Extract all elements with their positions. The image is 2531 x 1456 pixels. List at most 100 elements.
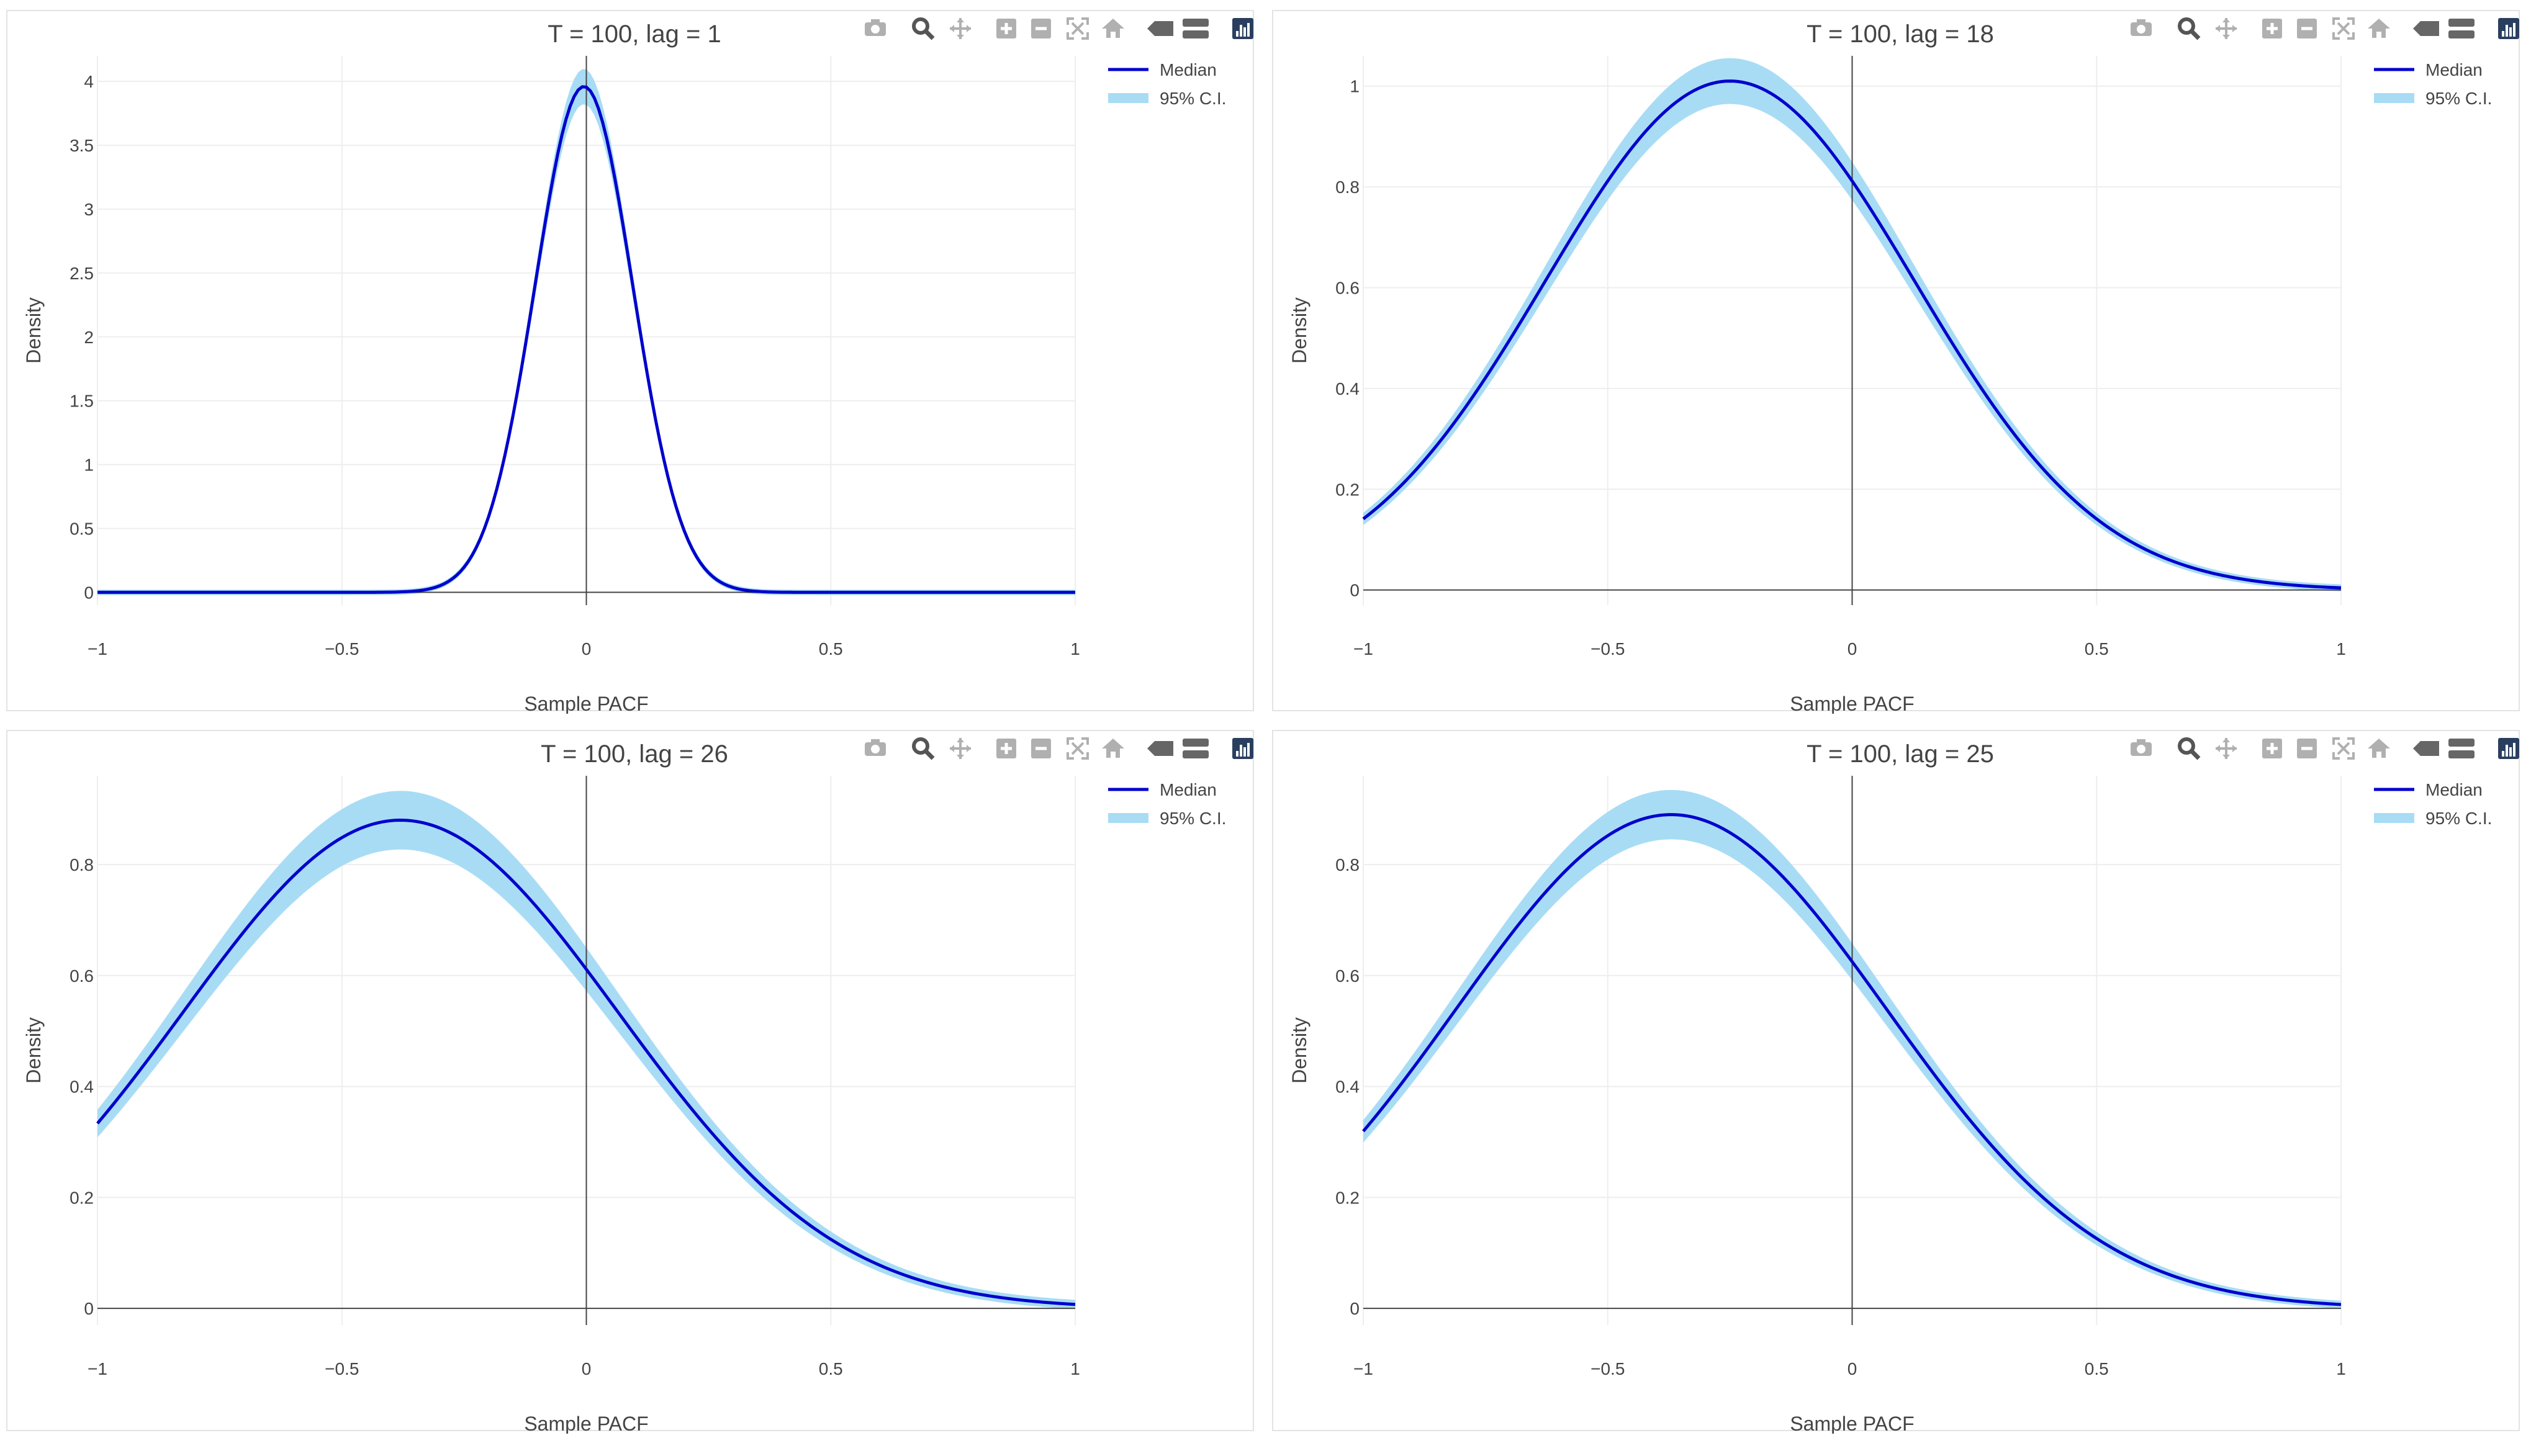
pan-icon[interactable] bbox=[2216, 18, 2237, 39]
pan-icon[interactable] bbox=[2216, 738, 2237, 759]
y-tick-label: 1.5 bbox=[70, 392, 94, 411]
legend[interactable]: Median 95% C.I. bbox=[1108, 780, 1226, 828]
hover-compare-icon[interactable] bbox=[1183, 739, 1209, 758]
zoom-in-icon[interactable] bbox=[996, 739, 1016, 758]
legend[interactable]: Median 95% C.I. bbox=[1108, 60, 1226, 108]
zoom-in-icon[interactable] bbox=[2262, 739, 2282, 758]
x-tick-label: 0 bbox=[582, 1359, 592, 1378]
zoom-out-icon[interactable] bbox=[1031, 19, 1051, 38]
pan-icon[interactable] bbox=[950, 18, 971, 39]
camera-icon[interactable] bbox=[2131, 19, 2152, 36]
y-tick-label: 0 bbox=[1350, 581, 1360, 600]
hover-compare-icon[interactable] bbox=[1183, 19, 1209, 38]
x-tick-label: −1 bbox=[88, 1359, 107, 1378]
median-line bbox=[96, 819, 1076, 1306]
zoom-icon[interactable] bbox=[2178, 737, 2201, 760]
camera-icon[interactable] bbox=[2131, 739, 2152, 756]
pan-icon[interactable] bbox=[950, 738, 971, 759]
y-tick-label: 0.2 bbox=[1335, 1188, 1360, 1207]
home-icon[interactable] bbox=[1102, 739, 1124, 758]
legend[interactable]: Median 95% C.I. bbox=[2374, 780, 2492, 828]
y-tick-label: 0 bbox=[84, 583, 94, 602]
plotly-logo-icon[interactable] bbox=[1232, 18, 1253, 39]
chart-panel-lag-1: −1 −0.5 0 0.5 1 0 0.5 1 1.5 2 2.5 3 3.5 4 Sample PACF D… bbox=[0, 0, 1256, 714]
hover-compare-icon[interactable] bbox=[2448, 739, 2475, 758]
camera-icon[interactable] bbox=[865, 739, 886, 756]
chart-panel-lag-26: −1 −0.5 0 0.5 1 0 0.2 0.4 0.6 0.8 Sample PACF Densi… bbox=[0, 720, 1256, 1434]
zoom-in-icon[interactable] bbox=[2262, 19, 2282, 38]
x-tick-label: 0 bbox=[582, 639, 592, 658]
home-icon[interactable] bbox=[2368, 19, 2390, 38]
panel-frame bbox=[1272, 10, 2520, 711]
x-tick-label: 1 bbox=[2336, 1359, 2346, 1378]
y-tick-label: 0 bbox=[84, 1299, 94, 1318]
autoscale-icon[interactable] bbox=[1067, 17, 1089, 40]
zoom-icon[interactable] bbox=[912, 17, 935, 40]
x-tick-label: 1 bbox=[2336, 639, 2346, 658]
hover-closest-icon[interactable] bbox=[1147, 21, 1173, 36]
median-line bbox=[97, 85, 1075, 594]
plotly-logo-icon[interactable] bbox=[1232, 738, 1253, 759]
y-tick-label: 0.2 bbox=[70, 1188, 94, 1207]
x-tick-label: 0 bbox=[1847, 639, 1857, 658]
y-tick-label: 3.5 bbox=[70, 136, 94, 155]
home-icon[interactable] bbox=[1102, 19, 1124, 38]
modebar bbox=[865, 737, 1253, 760]
y-tick-label: 0.4 bbox=[1335, 1077, 1360, 1097]
plotly-logo-icon[interactable] bbox=[2498, 738, 2519, 759]
legend-label-median: Median bbox=[1160, 780, 1217, 799]
y-axis-label: Density bbox=[22, 297, 45, 364]
median-line bbox=[1362, 79, 2342, 590]
y-axis-label: Density bbox=[1288, 297, 1311, 364]
y-tick-label: 4 bbox=[84, 72, 94, 91]
zoom-out-icon[interactable] bbox=[2297, 19, 2317, 38]
zoom-icon[interactable] bbox=[912, 737, 935, 760]
x-tick-label: −0.5 bbox=[1590, 1359, 1625, 1378]
x-tick-label: −0.5 bbox=[1590, 639, 1625, 658]
hover-closest-icon[interactable] bbox=[1147, 741, 1173, 756]
y-tick-label: 1 bbox=[1350, 77, 1360, 96]
x-tick-label: 0.5 bbox=[819, 1359, 843, 1378]
plot-area[interactable]: −1 −0.5 0 0.5 1 0 0.5 1 1.5 2 2.5 3 3.5 4 Sample PACF D… bbox=[0, 0, 1256, 714]
x-tick-label: −1 bbox=[1353, 639, 1373, 658]
home-icon[interactable] bbox=[2368, 739, 2390, 758]
legend-label-median: Median bbox=[2425, 60, 2483, 79]
y-tick-label: 0.2 bbox=[1335, 480, 1360, 499]
x-axis-label: Sample PACF bbox=[524, 1413, 648, 1434]
y-tick-label: 3 bbox=[84, 200, 94, 219]
x-axis-label: Sample PACF bbox=[1790, 693, 1914, 714]
x-axis-label: Sample PACF bbox=[524, 693, 648, 714]
x-tick-label: 0.5 bbox=[2085, 1359, 2109, 1378]
autoscale-icon[interactable] bbox=[2332, 737, 2355, 760]
legend[interactable]: Median 95% C.I. bbox=[2374, 60, 2492, 108]
chart-title: T = 100, lag = 1 bbox=[548, 20, 721, 48]
autoscale-icon[interactable] bbox=[2332, 17, 2355, 40]
autoscale-icon[interactable] bbox=[1067, 737, 1089, 760]
legend-label-ci: 95% C.I. bbox=[1160, 809, 1226, 828]
zoom-in-icon[interactable] bbox=[996, 19, 1016, 38]
plotly-logo-icon[interactable] bbox=[2498, 18, 2519, 39]
zoom-out-icon[interactable] bbox=[1031, 739, 1051, 758]
y-tick-label: 0 bbox=[1350, 1299, 1360, 1318]
panel-frame bbox=[6, 730, 1254, 1431]
plot-area[interactable]: −1 −0.5 0 0.5 1 0 0.2 0.4 0.6 0.8 Sample PACF Densi… bbox=[1266, 720, 2522, 1434]
camera-icon[interactable] bbox=[865, 19, 886, 36]
y-tick-label: 0.5 bbox=[70, 519, 94, 539]
hover-closest-icon[interactable] bbox=[2413, 741, 2439, 756]
y-tick-label: 0.6 bbox=[70, 966, 94, 986]
chart-title: T = 100, lag = 26 bbox=[541, 740, 728, 768]
hover-compare-icon[interactable] bbox=[2448, 19, 2475, 38]
modebar bbox=[2131, 737, 2519, 760]
plot-area[interactable]: −1 −0.5 0 0.5 1 0 0.2 0.4 0.6 0.8 1 Sample PACF Dens… bbox=[1266, 0, 2522, 714]
hover-closest-icon[interactable] bbox=[2413, 21, 2439, 36]
y-tick-label: 1 bbox=[84, 456, 94, 475]
x-tick-label: −1 bbox=[88, 639, 107, 658]
ci-band bbox=[1363, 58, 2341, 591]
plot-area[interactable]: −1 −0.5 0 0.5 1 0 0.2 0.4 0.6 0.8 Sample PACF Densi… bbox=[0, 720, 1256, 1434]
x-tick-label: 1 bbox=[1070, 1359, 1080, 1378]
x-tick-label: 1 bbox=[1070, 639, 1080, 658]
zoom-out-icon[interactable] bbox=[2297, 739, 2317, 758]
legend-swatch-ci bbox=[2374, 813, 2414, 823]
zoom-icon[interactable] bbox=[2178, 17, 2201, 40]
panel-frame bbox=[6, 10, 1254, 711]
